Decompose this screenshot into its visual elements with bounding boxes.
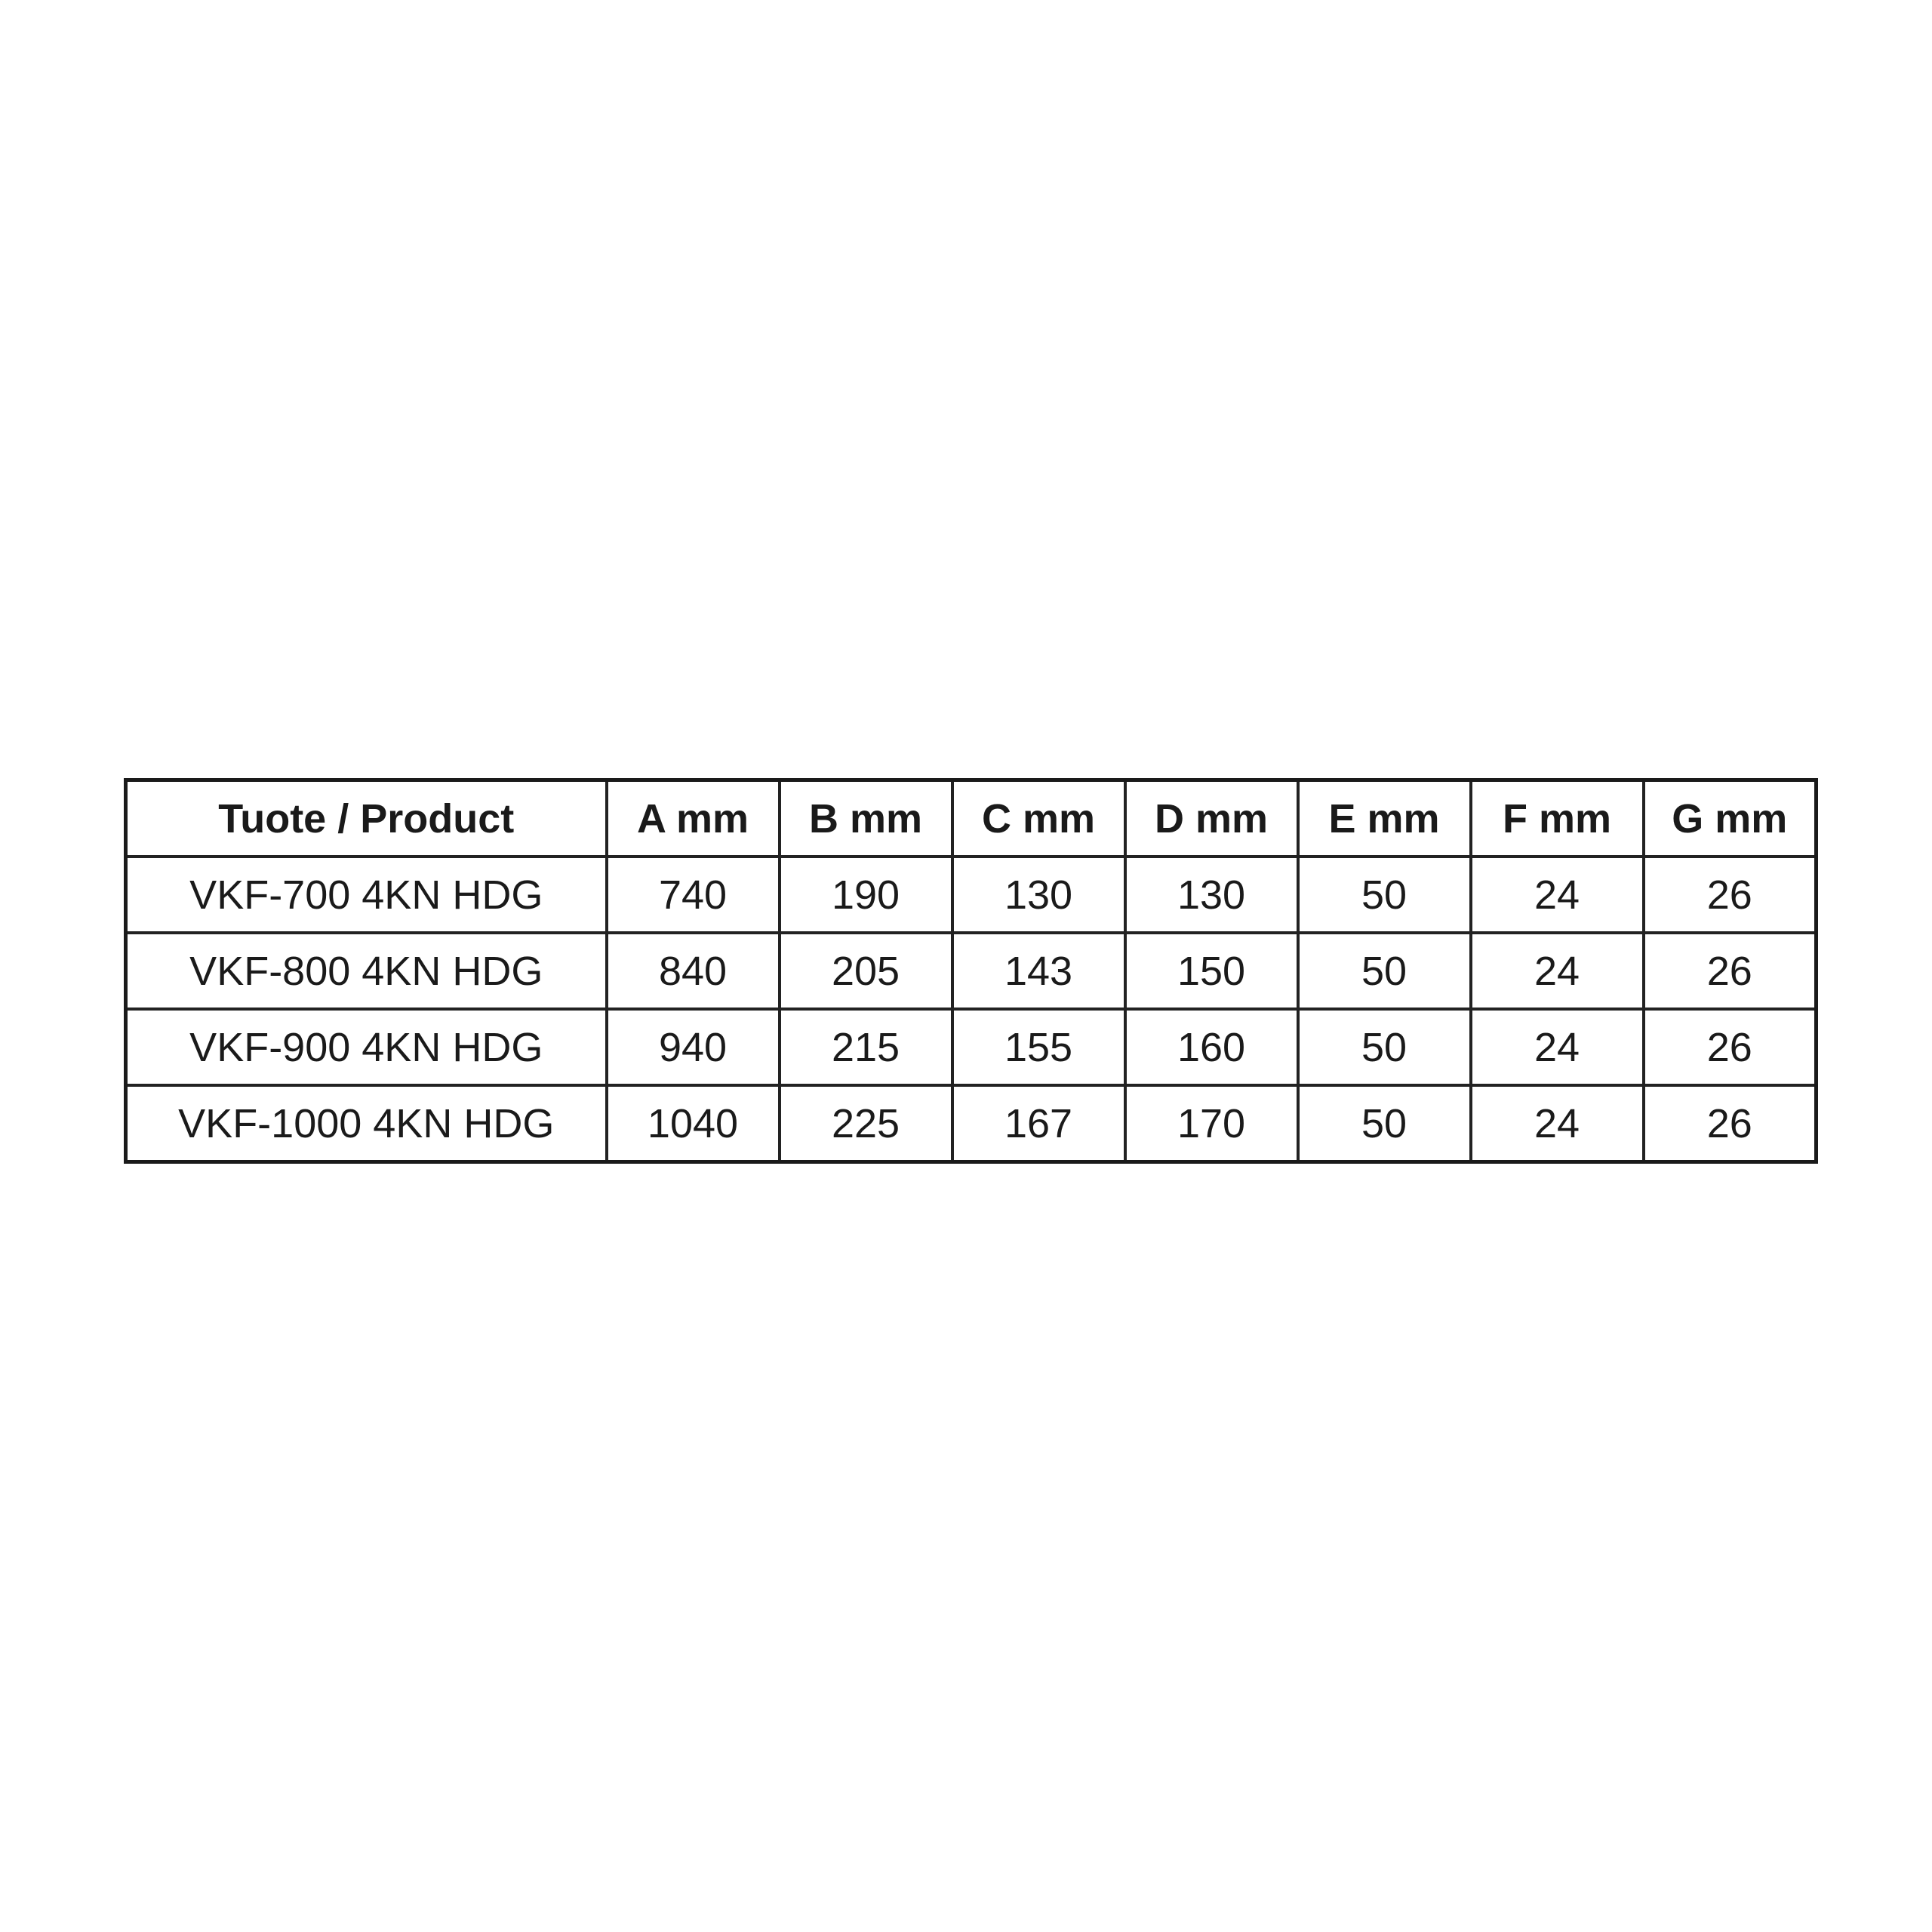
header-c: C mm — [950, 778, 1127, 858]
dimension-cell: 26 — [1641, 855, 1818, 934]
dimension-cell: 225 — [777, 1084, 954, 1164]
dimension-cell: 50 — [1296, 1084, 1472, 1164]
product-cell: VKF-800 4KN HDG — [124, 931, 608, 1011]
dimension-cell: 143 — [950, 931, 1127, 1011]
product-cell: VKF-1000 4KN HDG — [124, 1084, 608, 1164]
dimension-cell: 26 — [1641, 931, 1818, 1011]
header-product: Tuote / Product — [124, 778, 608, 858]
table-row: VKF-900 4KN HDG 940 215 155 160 50 24 26 — [124, 1008, 1818, 1087]
product-dimensions-table: Tuote / Product A mm B mm C mm D mm E mm… — [124, 778, 1818, 1164]
header-d: D mm — [1123, 778, 1300, 858]
header-g: G mm — [1641, 778, 1818, 858]
dimension-cell: 24 — [1469, 855, 1645, 934]
product-cell: VKF-700 4KN HDG — [124, 855, 608, 934]
dimension-cell: 130 — [1123, 855, 1300, 934]
dimension-cell: 740 — [605, 855, 781, 934]
dimension-cell: 205 — [777, 931, 954, 1011]
dimension-cell: 50 — [1296, 1008, 1472, 1087]
dimension-cell: 190 — [777, 855, 954, 934]
header-a: A mm — [605, 778, 781, 858]
dimension-cell: 150 — [1123, 931, 1300, 1011]
table-row: VKF-1000 4KN HDG 1040 225 167 170 50 24 26 — [124, 1084, 1818, 1164]
dimension-cell: 26 — [1641, 1084, 1818, 1164]
dimension-cell: 130 — [950, 855, 1127, 934]
dimension-cell: 167 — [950, 1084, 1127, 1164]
dimension-cell: 50 — [1296, 855, 1472, 934]
dimension-cell: 24 — [1469, 1084, 1645, 1164]
dimension-cell: 215 — [777, 1008, 954, 1087]
dimension-cell: 24 — [1469, 931, 1645, 1011]
header-f: F mm — [1469, 778, 1645, 858]
table-row: VKF-800 4KN HDG 840 205 143 150 50 24 26 — [124, 931, 1818, 1011]
product-cell: VKF-900 4KN HDG — [124, 1008, 608, 1087]
header-e: E mm — [1296, 778, 1472, 858]
header-b: B mm — [777, 778, 954, 858]
dimension-cell: 1040 — [605, 1084, 781, 1164]
header-row: Tuote / Product A mm B mm C mm D mm E mm… — [124, 778, 1818, 858]
dimension-cell: 170 — [1123, 1084, 1300, 1164]
dimension-cell: 50 — [1296, 931, 1472, 1011]
dimension-cell: 26 — [1641, 1008, 1818, 1087]
table-row: VKF-700 4KN HDG 740 190 130 130 50 24 26 — [124, 855, 1818, 934]
dimension-cell: 840 — [605, 931, 781, 1011]
dimension-cell: 160 — [1123, 1008, 1300, 1087]
dimension-cell: 24 — [1469, 1008, 1645, 1087]
dimension-cell: 155 — [950, 1008, 1127, 1087]
dimension-cell: 940 — [605, 1008, 781, 1087]
